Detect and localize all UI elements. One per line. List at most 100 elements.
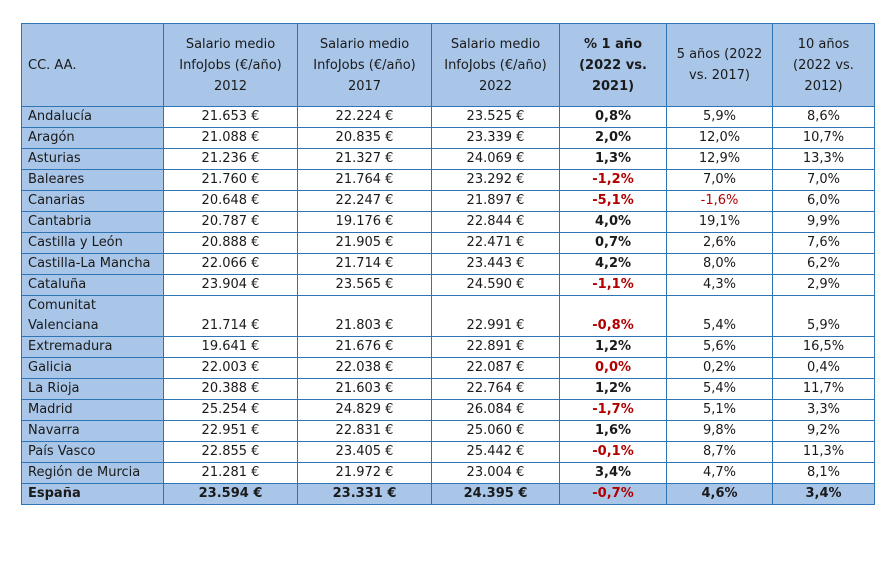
change-1y-cell: -0,1%: [559, 441, 667, 463]
table-row: Comunitat Valenciana 21.714 €21.803 €22.9…: [21, 295, 875, 337]
header-change-5y: 5 años (2022 vs. 2017): [666, 23, 773, 107]
table-row: La Rioja 20.388 €21.603 €22.764 €1,2% 5,4%…: [21, 378, 875, 400]
change-1y-cell: -0,8%: [559, 295, 667, 337]
change-10y-cell: 13,3%: [772, 148, 875, 170]
total-row: España 23.594 €23.331 €24.395 € -0,7% 4,6% 3…: [21, 483, 875, 505]
table-row: Cantabria 20.787 €19.176 €22.844 €4,0% 19,…: [21, 211, 875, 233]
salary-2017-cell: 21.676 €: [297, 336, 432, 358]
table-row: Castilla y León 20.888 €21.905 €22.471 €0…: [21, 232, 875, 254]
salary-2012-cell: 21.760 €: [163, 169, 298, 191]
change-1y-cell: -5,1%: [559, 190, 667, 212]
change-10y-cell: 10,7%: [772, 127, 875, 149]
salary-2017-cell: 24.829 €: [297, 399, 432, 421]
change-5y-cell: 5,4%: [666, 295, 773, 337]
change-10y-cell: 11,3%: [772, 441, 875, 463]
salary-2012-cell: 22.066 €: [163, 253, 298, 275]
salary-2022-cell: 24.395 €: [431, 483, 560, 505]
salary-2012-cell: 21.088 €: [163, 127, 298, 149]
region-cell: Aragón: [21, 127, 164, 149]
region-cell: Galicia: [21, 357, 164, 379]
region-cell: Andalucía: [21, 106, 164, 128]
region-cell: Baleares: [21, 169, 164, 191]
change-1y-cell: 1,3%: [559, 148, 667, 170]
salary-2017-cell: 23.331 €: [297, 483, 432, 505]
salary-2022-cell: 23.339 €: [431, 127, 560, 149]
salary-2012-cell: 20.787 €: [163, 211, 298, 233]
region-cell: Comunitat Valenciana: [21, 295, 164, 337]
change-5y-cell: 7,0%: [666, 169, 773, 191]
region-cell: Cataluña: [21, 274, 164, 296]
change-5y-cell: 12,9%: [666, 148, 773, 170]
change-1y-cell: 1,2%: [559, 336, 667, 358]
change-10y-cell: 9,2%: [772, 420, 875, 442]
change-1y-cell: 1,2%: [559, 378, 667, 400]
salary-2012-cell: 20.388 €: [163, 378, 298, 400]
table-row: País Vasco 22.855 €23.405 €25.442 € -0,1% 8…: [21, 441, 875, 463]
change-5y-cell: 5,1%: [666, 399, 773, 421]
salary-2017-cell: 21.905 €: [297, 232, 432, 254]
change-10y-cell: 11,7%: [772, 378, 875, 400]
change-1y-cell: 3,4%: [559, 462, 667, 484]
change-1y-cell: 0,0%: [559, 357, 667, 379]
salary-2022-cell: 22.471 €: [431, 232, 560, 254]
salary-2022-cell: 22.891 €: [431, 336, 560, 358]
change-10y-cell: 8,6%: [772, 106, 875, 128]
change-10y-cell: 2,9%: [772, 274, 875, 296]
change-1y-cell: 2,0%: [559, 127, 667, 149]
region-cell: Extremadura: [21, 336, 164, 358]
header-change-10y: 10 años (2022 vs. 2012): [772, 23, 875, 107]
salary-2012-cell: 19.641 €: [163, 336, 298, 358]
change-10y-cell: 7,6%: [772, 232, 875, 254]
salary-2022-cell: 25.060 €: [431, 420, 560, 442]
change-1y-cell: -1,2%: [559, 169, 667, 191]
salary-2017-cell: 22.831 €: [297, 420, 432, 442]
salary-2017-cell: 20.835 €: [297, 127, 432, 149]
change-5y-cell: 4,3%: [666, 274, 773, 296]
table-row: Baleares 21.760 €21.764 €23.292 € -1,2% 7,0…: [21, 169, 875, 191]
region-cell: País Vasco: [21, 441, 164, 463]
change-5y-cell: 8,7%: [666, 441, 773, 463]
region-cell: España: [21, 483, 164, 505]
change-5y-cell: 5,9%: [666, 106, 773, 128]
region-cell: Asturias: [21, 148, 164, 170]
salary-table: CC. AA. Salario medio InfoJobs (€/año) 2…: [21, 23, 875, 505]
change-1y-cell: -1,7%: [559, 399, 667, 421]
table-body: Andalucía 21.653 €22.224 €23.525 €0,8% 5,9…: [21, 106, 875, 505]
region-cell: Cantabria: [21, 211, 164, 233]
change-5y-cell: 9,8%: [666, 420, 773, 442]
region-cell: Región de Murcia: [21, 462, 164, 484]
table-row: Asturias 21.236 €21.327 €24.069 €1,3% 12,9…: [21, 148, 875, 170]
salary-2012-cell: 23.904 €: [163, 274, 298, 296]
table-row: Navarra 22.951 €22.831 €25.060 €1,6% 9,8% 9…: [21, 420, 875, 442]
salary-2022-cell: 23.292 €: [431, 169, 560, 191]
salary-2012-cell: 23.594 €: [163, 483, 298, 505]
table-row: Castilla-La Mancha 22.066 €21.714 €23.443…: [21, 253, 875, 275]
change-1y-cell: 0,7%: [559, 232, 667, 254]
salary-2012-cell: 21.281 €: [163, 462, 298, 484]
change-1y-cell: 4,0%: [559, 211, 667, 233]
change-10y-cell: 0,4%: [772, 357, 875, 379]
change-5y-cell: 19,1%: [666, 211, 773, 233]
table-row: Andalucía 21.653 €22.224 €23.525 €0,8% 5,9…: [21, 106, 875, 128]
header-change-1y: % 1 año (2022 vs. 2021): [559, 23, 667, 107]
salary-2012-cell: 20.648 €: [163, 190, 298, 212]
header-region: CC. AA.: [21, 23, 164, 107]
region-cell: Castilla-La Mancha: [21, 253, 164, 275]
change-5y-cell: 12,0%: [666, 127, 773, 149]
region-cell: Castilla y León: [21, 232, 164, 254]
salary-2017-cell: 21.972 €: [297, 462, 432, 484]
salary-2012-cell: 22.855 €: [163, 441, 298, 463]
salary-2017-cell: 23.565 €: [297, 274, 432, 296]
change-10y-cell: 9,9%: [772, 211, 875, 233]
salary-2022-cell: 24.069 €: [431, 148, 560, 170]
change-1y-cell: 1,6%: [559, 420, 667, 442]
table-row: Canarias 20.648 €22.247 €21.897 € -5,1% -1,…: [21, 190, 875, 212]
change-5y-cell: 0,2%: [666, 357, 773, 379]
change-5y-cell: 5,6%: [666, 336, 773, 358]
salary-2022-cell: 22.764 €: [431, 378, 560, 400]
table-row: Galicia 22.003 €22.038 €22.087 €0,0% 0,2% 0…: [21, 357, 875, 379]
change-5y-cell: 5,4%: [666, 378, 773, 400]
change-10y-cell: 8,1%: [772, 462, 875, 484]
salary-2017-cell: 22.247 €: [297, 190, 432, 212]
salary-2022-cell: 22.087 €: [431, 357, 560, 379]
